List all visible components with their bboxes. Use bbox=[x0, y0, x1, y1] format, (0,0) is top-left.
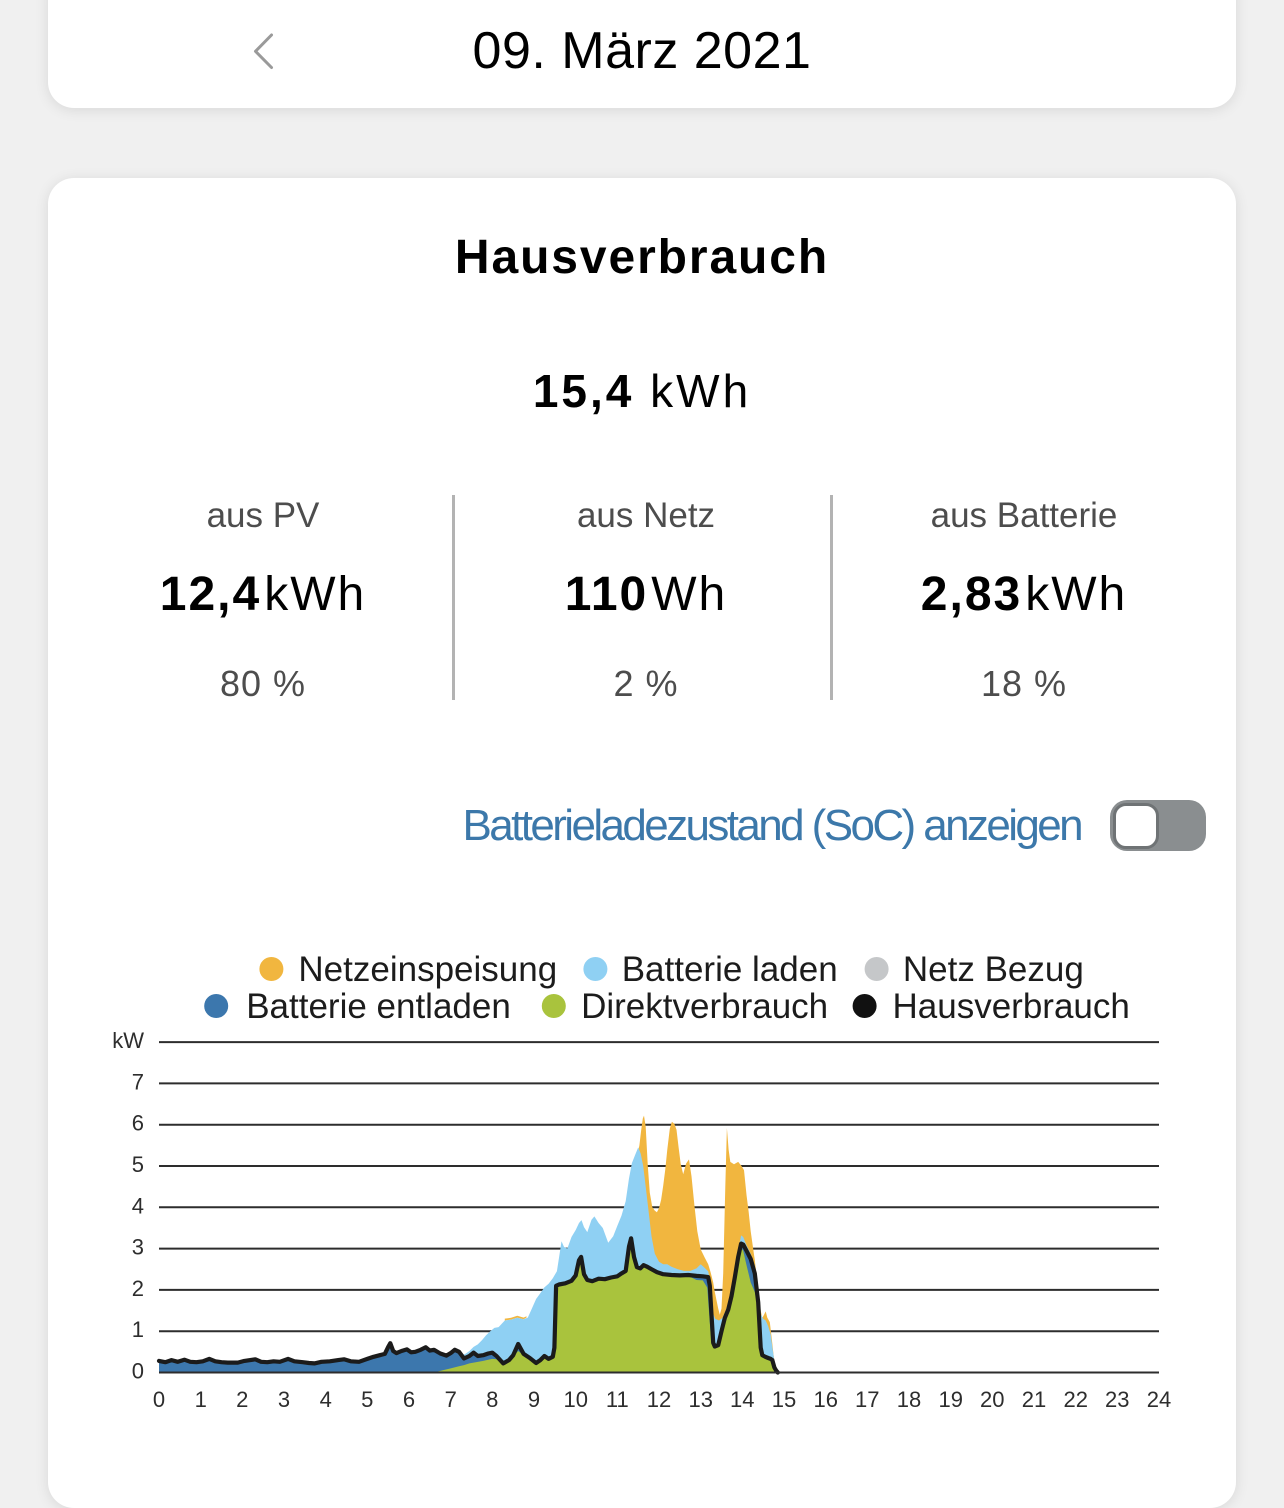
svg-text:7: 7 bbox=[132, 1069, 144, 1094]
svg-text:2: 2 bbox=[132, 1276, 144, 1301]
svg-text:kW: kW bbox=[112, 1028, 144, 1053]
svg-text:7: 7 bbox=[445, 1387, 457, 1412]
svg-text:2: 2 bbox=[236, 1387, 248, 1412]
svg-text:4: 4 bbox=[132, 1193, 144, 1218]
svg-text:15: 15 bbox=[772, 1387, 796, 1412]
svg-text:8: 8 bbox=[486, 1387, 498, 1412]
svg-text:10: 10 bbox=[563, 1387, 587, 1412]
svg-text:20: 20 bbox=[980, 1387, 1004, 1412]
svg-text:23: 23 bbox=[1105, 1387, 1129, 1412]
svg-text:5: 5 bbox=[361, 1387, 373, 1412]
svg-text:18: 18 bbox=[897, 1387, 921, 1412]
svg-text:5: 5 bbox=[132, 1152, 144, 1177]
svg-text:1: 1 bbox=[132, 1317, 144, 1342]
svg-text:6: 6 bbox=[132, 1111, 144, 1136]
svg-text:24: 24 bbox=[1147, 1387, 1171, 1412]
svg-text:Batterie laden: Batterie laden bbox=[622, 950, 838, 989]
svg-text:3: 3 bbox=[278, 1387, 290, 1412]
svg-text:16: 16 bbox=[813, 1387, 837, 1412]
svg-text:0: 0 bbox=[132, 1359, 144, 1384]
svg-text:6: 6 bbox=[403, 1387, 415, 1412]
svg-text:Hausverbrauch: Hausverbrauch bbox=[893, 987, 1130, 1026]
svg-text:22: 22 bbox=[1063, 1387, 1087, 1412]
svg-text:Batterie entladen: Batterie entladen bbox=[246, 987, 511, 1026]
svg-text:19: 19 bbox=[938, 1387, 962, 1412]
svg-text:1: 1 bbox=[195, 1387, 207, 1412]
svg-text:0: 0 bbox=[153, 1387, 165, 1412]
svg-text:Netz Bezug: Netz Bezug bbox=[903, 950, 1084, 989]
svg-text:Netzeinspeisung: Netzeinspeisung bbox=[298, 950, 557, 989]
svg-text:11: 11 bbox=[606, 1387, 629, 1412]
svg-text:Direktverbrauch: Direktverbrauch bbox=[581, 987, 828, 1026]
svg-text:13: 13 bbox=[688, 1387, 712, 1412]
svg-text:17: 17 bbox=[855, 1387, 879, 1412]
svg-text:9: 9 bbox=[528, 1387, 540, 1412]
svg-text:21: 21 bbox=[1022, 1387, 1046, 1412]
svg-text:3: 3 bbox=[132, 1235, 144, 1260]
svg-text:14: 14 bbox=[730, 1387, 754, 1412]
svg-text:4: 4 bbox=[320, 1387, 332, 1412]
svg-text:12: 12 bbox=[647, 1387, 671, 1412]
